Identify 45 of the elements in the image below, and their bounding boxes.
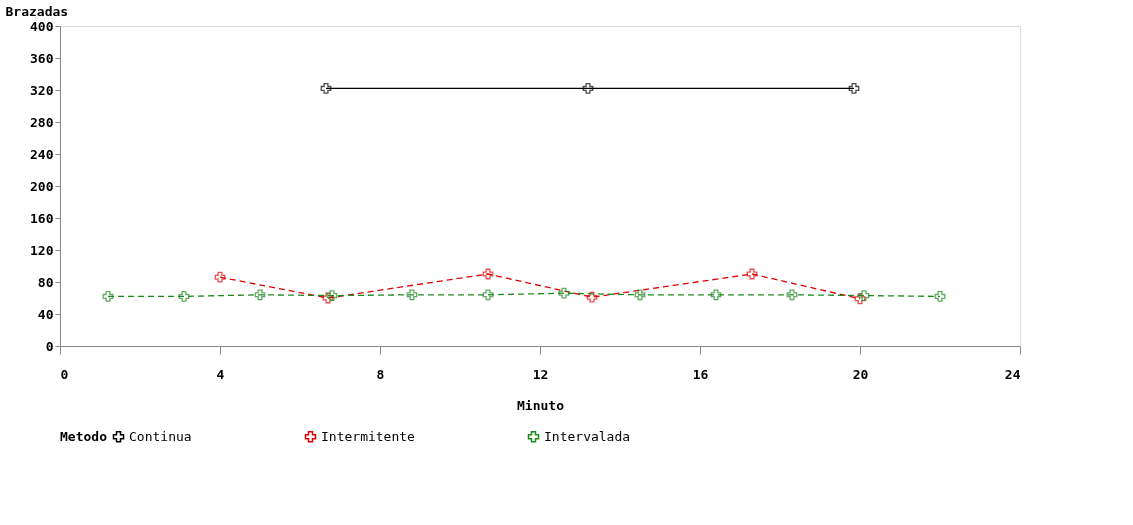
point bbox=[858, 290, 870, 301]
point bbox=[582, 83, 594, 94]
point bbox=[326, 290, 338, 301]
x-tick-label: 12 bbox=[532, 366, 549, 382]
x-tick-label: 20 bbox=[852, 366, 869, 382]
point bbox=[634, 289, 646, 301]
point bbox=[406, 289, 418, 301]
point bbox=[482, 268, 494, 280]
point bbox=[586, 291, 598, 303]
y-axis-title: Brazadas bbox=[5, 3, 69, 19]
y-tick-label: 320 bbox=[30, 82, 54, 98]
y-tick-label: 200 bbox=[30, 178, 54, 194]
legend-label: Intervalada bbox=[544, 428, 631, 444]
point bbox=[934, 291, 946, 302]
y-tick-label: 280 bbox=[30, 114, 54, 130]
legend-title: Metodo bbox=[60, 429, 108, 444]
y-tick-label: 400 bbox=[30, 18, 54, 34]
point bbox=[102, 291, 114, 302]
x-tick-label: 0 bbox=[60, 366, 69, 382]
point bbox=[746, 268, 758, 280]
x-tick-label: 16 bbox=[692, 366, 709, 382]
y-tick-label: 360 bbox=[30, 50, 54, 66]
x-tick-label: 4 bbox=[216, 366, 225, 382]
point bbox=[848, 83, 860, 94]
y-tick-label: 160 bbox=[30, 210, 54, 226]
point bbox=[786, 289, 798, 301]
y-tick-label: 0 bbox=[45, 338, 54, 354]
point bbox=[214, 271, 226, 283]
x-tick-label: 8 bbox=[376, 366, 385, 382]
x-axis-title: Minuto bbox=[517, 397, 565, 413]
point bbox=[254, 289, 266, 301]
y-tick-label: 240 bbox=[30, 146, 54, 162]
point bbox=[322, 292, 334, 304]
point bbox=[558, 287, 570, 299]
legend-label: Intermitente bbox=[321, 428, 416, 444]
y-tick-label: 120 bbox=[30, 242, 54, 258]
point bbox=[320, 83, 332, 94]
legend-label: Continua bbox=[129, 428, 192, 444]
y-tick-label: 40 bbox=[37, 306, 54, 322]
point bbox=[482, 289, 494, 301]
point bbox=[178, 291, 190, 302]
point bbox=[854, 293, 866, 305]
x-tick-label: 24 bbox=[1004, 366, 1021, 382]
y-tick-label: 80 bbox=[37, 274, 54, 290]
point bbox=[710, 289, 722, 301]
